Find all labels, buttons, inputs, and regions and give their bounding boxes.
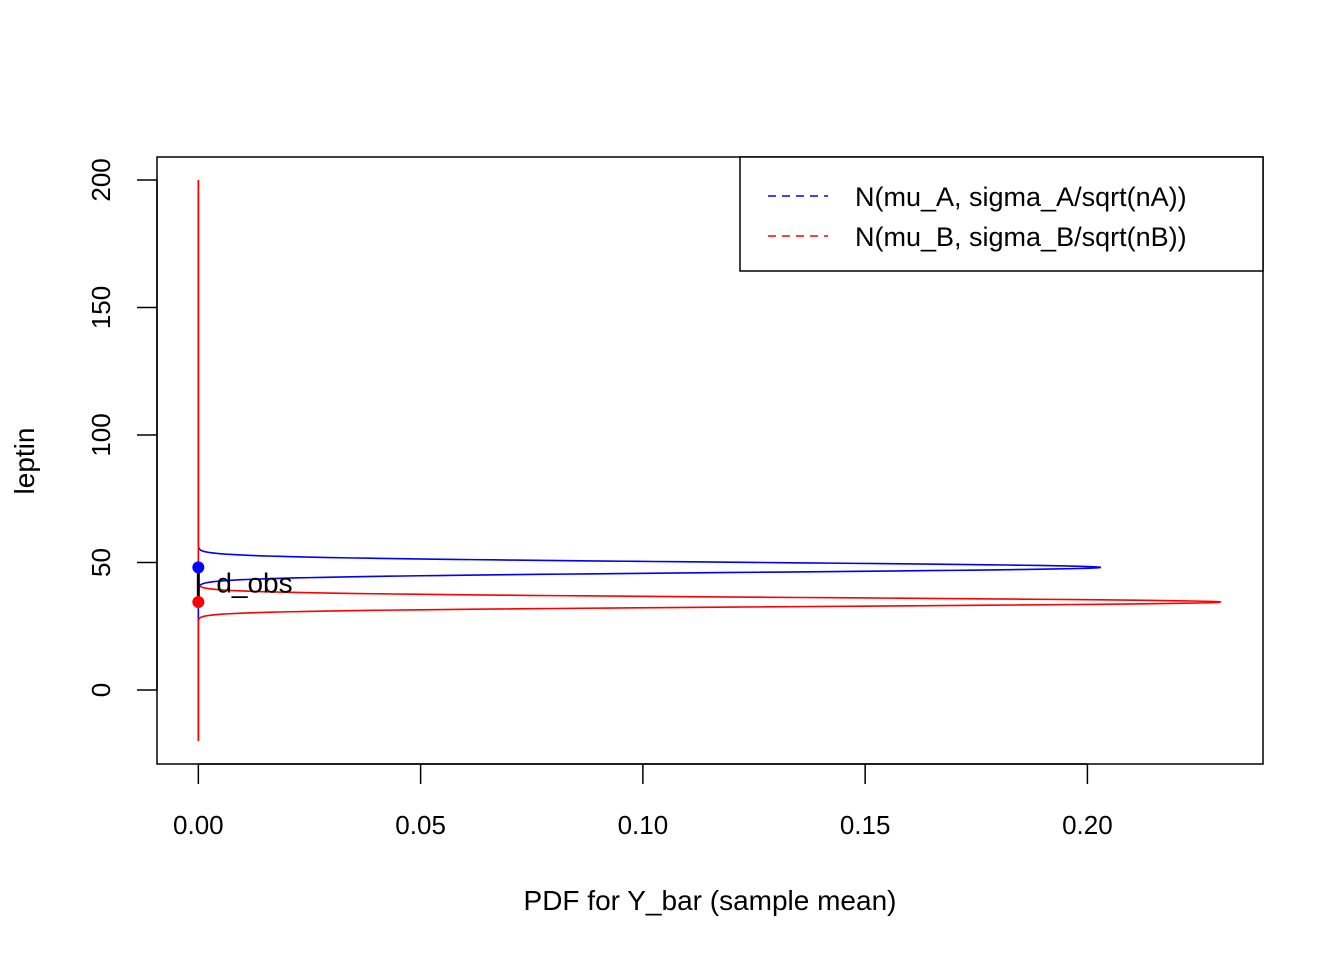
y-axis: 0 50 100 150 200 [86, 158, 158, 697]
x-axis: 0.00 0.05 0.10 0.15 0.20 [173, 763, 1113, 840]
y-tick-label: 150 [86, 286, 116, 329]
x-tick-label: 0.20 [1062, 810, 1113, 840]
y-tick-label: 100 [86, 413, 116, 456]
x-axis-label: PDF for Y_bar (sample mean) [524, 885, 897, 916]
mean-point-a [192, 561, 205, 574]
legend-box [739, 156, 1264, 272]
x-tick-label: 0.15 [840, 810, 891, 840]
x-tick-label: 0.00 [173, 810, 224, 840]
mean-point-b [192, 596, 205, 609]
d-obs-label: d_obs [216, 568, 292, 599]
legend-entry-a: N(mu_A, sigma_A/sqrt(nA)) [855, 182, 1187, 212]
annotation-group: d_obs [192, 561, 293, 609]
y-tick-label: 200 [86, 158, 116, 201]
y-tick-label: 0 [86, 683, 116, 697]
x-tick-label: 0.05 [395, 810, 446, 840]
legend-entry-b: N(mu_B, sigma_B/sqrt(nB)) [855, 222, 1187, 252]
series-curves [197, 179, 1222, 742]
y-tick-label: 50 [86, 548, 116, 577]
y-axis-label: leptin [9, 428, 40, 495]
x-tick-label: 0.10 [618, 810, 669, 840]
legend: N(mu_A, sigma_A/sqrt(nA)) N(mu_B, sigma_… [739, 156, 1264, 272]
density-curve-b [197, 179, 1222, 742]
